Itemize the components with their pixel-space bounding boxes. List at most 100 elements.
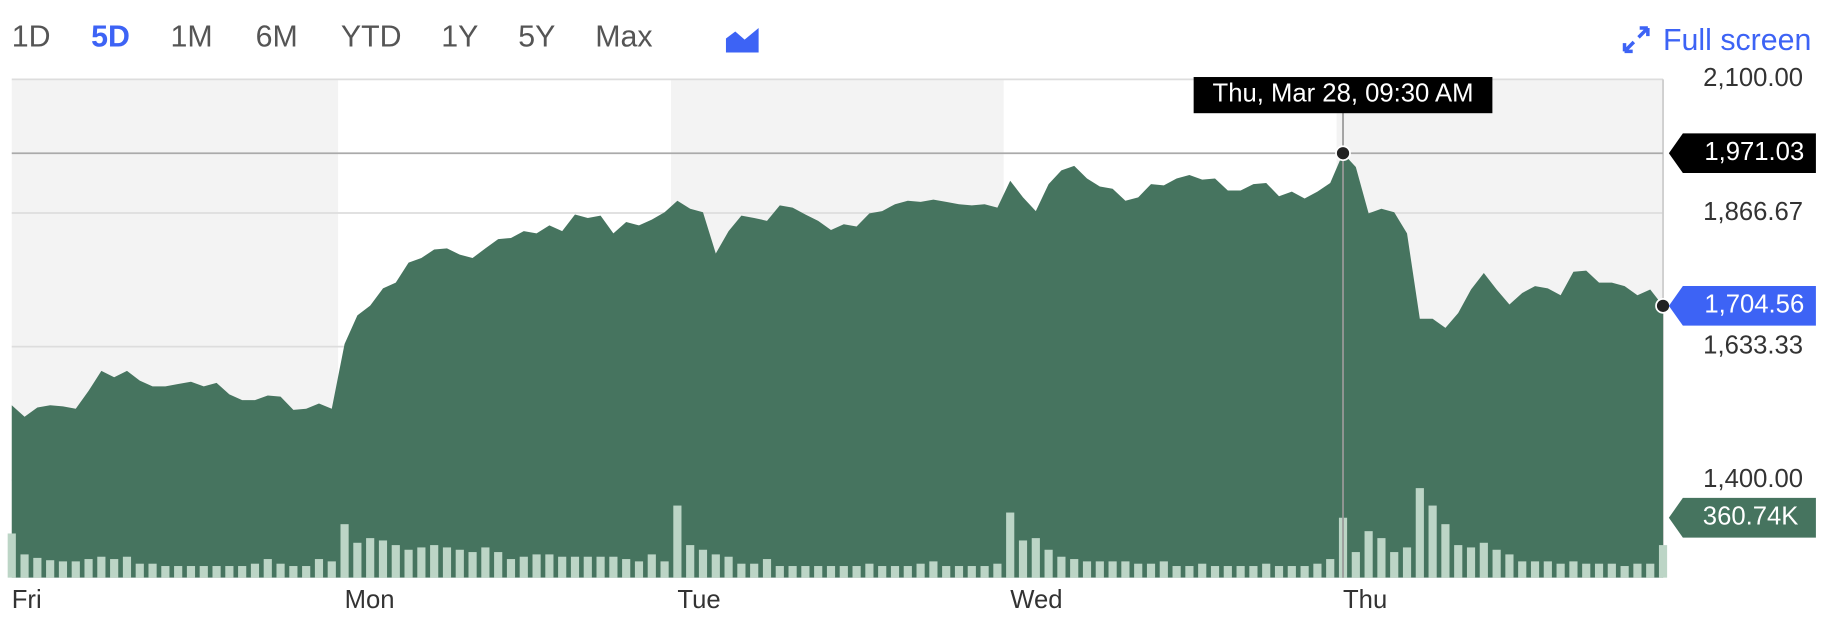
volume-bar: [110, 559, 119, 578]
volume-bar: [135, 563, 144, 578]
volume-bar: [993, 563, 1002, 578]
volume-bar: [1262, 563, 1271, 578]
volume-bar: [97, 556, 106, 578]
volume-bar: [1018, 540, 1028, 578]
volume-bar: [33, 557, 42, 578]
range-button[interactable]: Max: [595, 21, 652, 54]
volume-bar: [801, 566, 810, 578]
volume-bar: [724, 556, 733, 578]
range-button[interactable]: YTD: [341, 21, 402, 54]
volume-bar: [890, 566, 900, 578]
volume-bar: [327, 561, 336, 578]
volume-bar: [1198, 563, 1207, 578]
volume-bar: [1121, 561, 1130, 578]
volume-bar: [417, 547, 426, 578]
fullscreen-button[interactable]: Full screen: [1622, 24, 1812, 57]
volume-bar: [660, 561, 669, 578]
volume-bar: [494, 552, 503, 578]
volume-bar: [1505, 554, 1514, 578]
volume-bar: [442, 547, 452, 578]
x-tick-label: Thu: [1343, 586, 1387, 614]
volume-bar: [1658, 545, 1668, 578]
volume-bar: [1134, 563, 1143, 578]
volume-bar: [46, 560, 55, 578]
volume-bar: [430, 545, 439, 578]
volume-bar: [1313, 563, 1322, 578]
price-pill: [1668, 133, 1816, 174]
volume-bar: [1646, 563, 1655, 578]
x-tick-label: Mon: [345, 586, 395, 614]
volume-bar: [788, 566, 797, 578]
price-pill: [1668, 286, 1816, 326]
range-button[interactable]: 6M: [256, 21, 298, 54]
volume-bar: [1620, 566, 1629, 578]
volume-bar: [622, 559, 631, 578]
y-tick-label: 1,400.00: [1703, 465, 1803, 493]
volume-bar: [1594, 563, 1604, 578]
volume-bar: [1223, 566, 1232, 578]
volume-bar: [1454, 545, 1463, 578]
volume-bar: [1402, 547, 1412, 578]
volume-bar: [1543, 561, 1552, 578]
volume-bar: [942, 566, 951, 578]
area-icon: [725, 28, 759, 53]
range-button[interactable]: 1D: [12, 21, 51, 54]
range-button[interactable]: 5Y: [518, 21, 555, 54]
volume-bar: [1249, 566, 1258, 578]
chart-type-icon[interactable]: [725, 28, 759, 53]
volume-bar: [967, 566, 976, 578]
volume-bar: [519, 556, 528, 578]
range-button[interactable]: 1Y: [441, 21, 478, 54]
volume-bar: [762, 559, 772, 578]
volume-bar: [1159, 561, 1168, 578]
volume-bar: [865, 563, 874, 578]
volume-bar: [1441, 524, 1450, 578]
volume-bar: [1210, 566, 1220, 578]
volume-bar: [1057, 556, 1066, 578]
volume-bar: [1236, 566, 1245, 578]
volume-bar: [570, 556, 580, 578]
volume-bar: [1377, 538, 1386, 578]
volume-bar: [148, 563, 157, 578]
volume-bar: [1287, 566, 1296, 578]
volume-bar: [1185, 566, 1194, 578]
volume-bar: [225, 566, 234, 578]
volume-bar: [1390, 552, 1399, 578]
volume-bar: [250, 563, 260, 578]
volume-bar: [468, 552, 477, 578]
volume-label: 360.74K: [1703, 503, 1799, 531]
volume-bar: [583, 556, 592, 578]
volume-bar: [916, 563, 925, 578]
volume-bar: [1607, 563, 1616, 578]
volume-bar: [647, 554, 656, 578]
volume-bar: [1479, 542, 1488, 578]
volume-bar: [161, 566, 170, 578]
volume-bar: [1082, 561, 1092, 578]
range-button[interactable]: 5D: [91, 21, 130, 54]
y-tick-label: 1,633.33: [1703, 331, 1803, 359]
volume-bar: [903, 566, 912, 578]
volume-bar: [199, 566, 208, 578]
volume-bar: [814, 566, 823, 578]
volume-bar: [314, 559, 324, 578]
volume-bar: [276, 563, 285, 578]
volume-bar: [1428, 505, 1437, 578]
volume-bar: [852, 566, 861, 578]
volume-bar: [826, 566, 836, 578]
volume-bar: [711, 554, 720, 578]
volume-bar: [58, 561, 68, 578]
volume-bar: [1044, 549, 1053, 578]
range-button[interactable]: 1M: [170, 21, 212, 54]
volume-bar: [1633, 563, 1642, 578]
price-label: 1,704.56: [1704, 291, 1804, 319]
volume-bar: [1364, 531, 1373, 578]
volume-bar: [1274, 566, 1284, 578]
volume-bar: [775, 566, 784, 578]
volume-bar: [340, 524, 349, 578]
volume-bar: [1006, 512, 1015, 578]
x-tick-label: Wed: [1010, 586, 1062, 614]
x-tick-label: Fri: [12, 586, 42, 614]
volume-bar: [737, 563, 746, 578]
volume-bar: [1031, 538, 1040, 578]
